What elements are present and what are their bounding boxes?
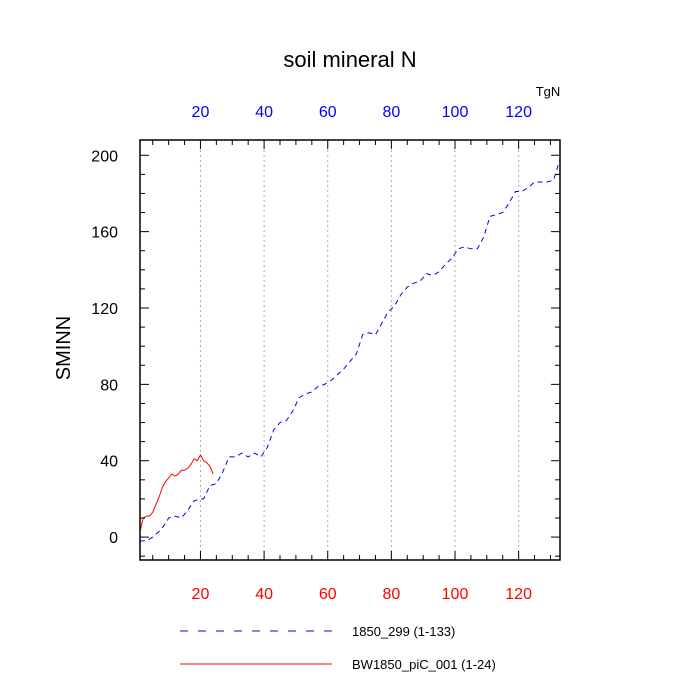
x-tick-label-bottom: 120 <box>505 586 532 603</box>
x-tick-label-top: 120 <box>505 104 532 121</box>
x-tick-label-bottom: 40 <box>255 586 273 603</box>
x-tick-label-bottom: 20 <box>192 586 210 603</box>
x-tick-label-top: 40 <box>255 104 273 121</box>
y-tick-label: 120 <box>91 301 118 318</box>
y-axis-label: SMINN <box>53 316 75 380</box>
series-line-1 <box>140 158 561 542</box>
y-tick-label: 0 <box>109 530 118 547</box>
legend-label-2: BW1850_piC_001 (1-24) <box>352 657 496 672</box>
x-tick-label-bottom: 100 <box>442 586 469 603</box>
series-line-2 <box>139 453 214 532</box>
axes: 20 20 40 40 60 60 80 80 100 100 120 120 0 40 80 120 160 2… <box>91 104 560 603</box>
x-tick-label-top: 100 <box>442 104 469 121</box>
x-tick-label-bottom: 80 <box>382 586 400 603</box>
units-label: TgN <box>536 84 561 99</box>
series-layer <box>139 158 561 542</box>
grid <box>199 140 520 560</box>
chart-title: soil mineral N <box>283 47 416 72</box>
y-tick-label: 160 <box>91 225 118 242</box>
y-tick-label: 40 <box>100 454 118 471</box>
y-tick-label: 200 <box>91 148 118 165</box>
x-tick-label-bottom: 60 <box>319 586 337 603</box>
legend: 1850_299 (1-133) BW1850_piC_001 (1-24) <box>180 624 496 672</box>
x-tick-label-top: 80 <box>382 104 400 121</box>
x-tick-label-top: 20 <box>192 104 210 121</box>
y-tick-label: 80 <box>100 377 118 394</box>
x-tick-label-top: 60 <box>319 104 337 121</box>
legend-label-1: 1850_299 (1-133) <box>352 624 455 639</box>
plot-frame <box>139 139 561 561</box>
